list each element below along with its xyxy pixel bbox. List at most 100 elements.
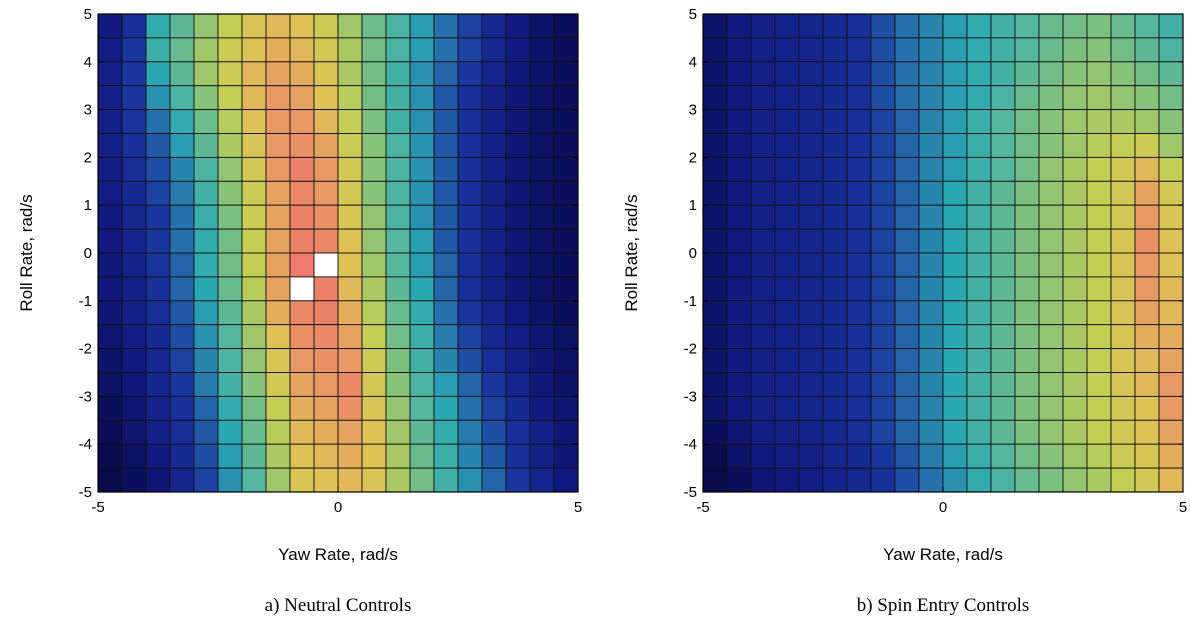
heatmap-cell (990, 324, 1016, 350)
heatmap-cell (990, 419, 1016, 445)
heatmap-cell (1134, 180, 1160, 206)
heatmap-cell (169, 204, 195, 230)
heatmap-cell (726, 252, 752, 278)
heatmap-cell (990, 61, 1016, 87)
heatmap-cell (1158, 61, 1184, 87)
heatmap-cell (1062, 348, 1088, 373)
heatmap-cell (265, 109, 291, 134)
heatmap-cell (798, 467, 824, 493)
y-tick-label: 1 (84, 197, 92, 214)
heatmap-cell (97, 324, 123, 350)
heatmap-cell (313, 276, 339, 302)
heatmap-cell (1086, 13, 1112, 39)
heatmap-cell (1062, 395, 1088, 421)
heatmap-cell (1014, 156, 1040, 182)
heatmap-cell (774, 443, 800, 469)
heatmap-cell (1038, 37, 1064, 63)
heatmap-cell (505, 276, 531, 302)
heatmap-cell (1086, 348, 1112, 373)
heatmap-cell (241, 276, 267, 302)
heatmap-cell (870, 467, 896, 493)
heatmap-cell (289, 467, 315, 493)
heatmap-cell (702, 395, 728, 421)
heatmap-cell (529, 228, 555, 254)
heatmap-cell (798, 13, 824, 39)
heatmap-cell (337, 419, 363, 445)
heatmap-cell (870, 133, 896, 158)
heatmap-cell (409, 348, 435, 373)
heatmap-cell (1014, 372, 1040, 397)
heatmap-cell (409, 180, 435, 206)
heatmap-cell (726, 133, 752, 158)
heatmap-cell (529, 419, 555, 445)
heatmap-cell (894, 252, 920, 278)
heatmap-cell (918, 419, 944, 445)
heatmap-cell (1062, 443, 1088, 469)
heatmap-cell (1038, 276, 1064, 302)
heatmap-cell (822, 372, 848, 397)
heatmap-cell (193, 109, 219, 134)
heatmap-cell (433, 252, 459, 278)
heatmap-cell (894, 395, 920, 421)
heatmap-cell (289, 276, 315, 302)
heatmap-cell (385, 133, 411, 158)
heatmap-cell (702, 61, 728, 87)
heatmap-cell (750, 372, 776, 397)
heatmap-cell (918, 109, 944, 134)
heatmap-cell (97, 133, 123, 158)
heatmap-cell (1014, 443, 1040, 469)
heatmap-cell (1062, 180, 1088, 206)
heatmap-cell (361, 85, 387, 111)
heatmap-cell (457, 276, 483, 302)
heatmap-cell (313, 156, 339, 182)
heatmap-cell (145, 276, 171, 302)
heatmap-cell (870, 180, 896, 206)
heatmap-cell (1134, 252, 1160, 278)
heatmap-cell (750, 348, 776, 373)
heatmap-cell (846, 85, 872, 111)
heatmap-cell (337, 324, 363, 350)
heatmap-cell (942, 252, 968, 278)
heatmap-cell (409, 133, 435, 158)
heatmap-cell (942, 443, 968, 469)
y-tick-label: -2 (79, 341, 92, 358)
y-axis-label: Roll Rate, rad/s (17, 194, 36, 311)
heatmap-cell (894, 300, 920, 326)
heatmap-cell (169, 324, 195, 350)
heatmap-cell (846, 252, 872, 278)
heatmap-cell (505, 133, 531, 158)
heatmap-cell (361, 395, 387, 421)
heatmap-cell (1158, 419, 1184, 445)
heatmap-cell (990, 372, 1016, 397)
heatmap-cell (505, 37, 531, 63)
heatmap-cell (121, 13, 147, 39)
heatmap-cell (457, 37, 483, 63)
heatmap-cell (265, 443, 291, 469)
heatmap-cell (990, 204, 1016, 230)
heatmap-cell (750, 61, 776, 87)
heatmap-cell (1110, 395, 1136, 421)
heatmap-cell (505, 156, 531, 182)
heatmap-cell (1110, 109, 1136, 134)
heatmap-cell (870, 61, 896, 87)
heatmap-cell (1110, 467, 1136, 493)
heatmap-cell (1014, 348, 1040, 373)
panel-caption: b) Spin Entry Controls (857, 595, 1030, 616)
heatmap-cell (313, 395, 339, 421)
heatmap-cell (121, 180, 147, 206)
heatmap-cell (265, 252, 291, 278)
heatmap-cell (702, 204, 728, 230)
heatmap-cell (942, 324, 968, 350)
heatmap-cell (870, 276, 896, 302)
heatmap-cell (1158, 324, 1184, 350)
heatmap-cell (457, 133, 483, 158)
heatmap-cell (1134, 300, 1160, 326)
heatmap-cell (918, 467, 944, 493)
heatmap-cell (553, 372, 579, 397)
heatmap-cell (97, 252, 123, 278)
heatmap-cell (1038, 156, 1064, 182)
heatmap-cell (481, 324, 507, 350)
heatmap-cell (313, 61, 339, 87)
heatmap-cell (990, 300, 1016, 326)
heatmap-cell (409, 467, 435, 493)
